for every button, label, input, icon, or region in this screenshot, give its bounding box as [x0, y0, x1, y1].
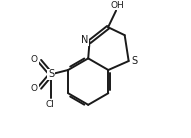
Text: Cl: Cl	[45, 100, 54, 109]
Text: O: O	[31, 55, 38, 64]
Text: OH: OH	[111, 1, 124, 10]
Text: S: S	[48, 69, 54, 79]
Text: O: O	[31, 84, 38, 93]
Text: N: N	[81, 35, 88, 46]
Text: S: S	[131, 56, 137, 66]
